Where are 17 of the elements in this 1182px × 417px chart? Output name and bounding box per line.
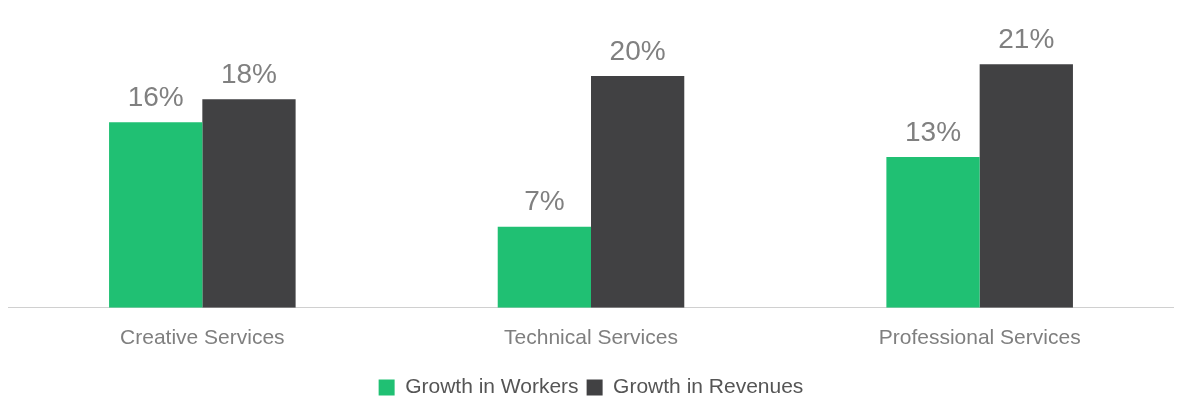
data-label: 13% <box>905 115 962 147</box>
bar <box>979 64 1073 308</box>
x-tick-label: Professional Services <box>878 325 1081 349</box>
bar <box>497 226 591 308</box>
x-tick-label: Technical Services <box>504 325 678 349</box>
x-tick-label: Creative Services <box>120 325 285 349</box>
bar <box>886 157 980 308</box>
data-label: 18% <box>220 57 277 89</box>
bar <box>109 122 203 308</box>
data-label: 7% <box>524 185 565 217</box>
data-label: 16% <box>127 81 184 113</box>
legend-label: Growth in Revenues <box>613 374 804 398</box>
data-label: 21% <box>998 23 1055 55</box>
data-label: 20% <box>609 34 666 66</box>
bar <box>202 99 296 308</box>
legend-label: Growth in Workers <box>405 374 579 398</box>
bar <box>591 75 685 308</box>
